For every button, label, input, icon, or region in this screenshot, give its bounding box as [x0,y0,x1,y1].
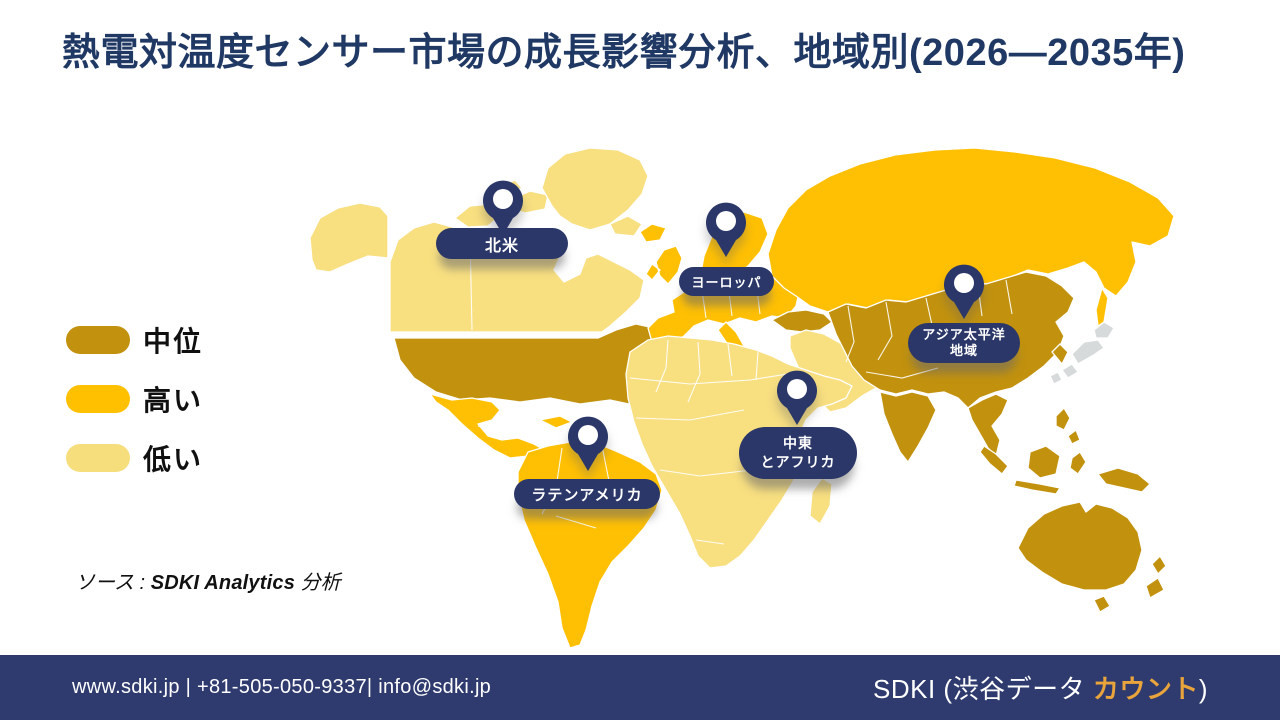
legend-item-low: 低い [66,438,203,478]
brand-accent-text: カウント [1092,674,1199,704]
footer-contact: www.sdki.jp | +81-505-050-9337| info@sdk… [72,676,492,698]
region-korea [1051,343,1069,365]
region-greenland [541,147,649,231]
legend-swatch-low [66,444,130,472]
region-alaska [309,202,389,273]
location-pin-icon [706,202,746,257]
page-title-main: 熱電対温度センサー市場の成長影響分析、地域別 [62,32,910,74]
location-pin-icon [568,416,608,471]
location-pin-icon [777,370,817,425]
location-pin-icon [944,264,984,319]
legend-label-high: 高い [143,385,204,416]
map-legend: 中位 高い 低い [66,320,203,497]
legend-swatch-high [66,385,130,413]
page-title-range: (2026—2035年) [909,32,1186,74]
legend-label-medium: 中位 [143,326,204,357]
pin-label-asia-pacific: アジア太平洋 地域 [908,323,1020,363]
footer-brand-logo: SDKI (渋谷データ カウント) [873,674,1208,704]
legend-swatch-medium [66,326,130,354]
pin-label-middle-east-africa: 中東 とアフリカ [739,427,857,479]
page-title: 熱電対温度センサー市場の成長影響分析、地域別(2026—2035年) [62,28,1212,78]
region-uk-ireland [645,245,683,285]
region-australia [1017,501,1143,591]
footer-bar: www.sdki.jp | +81-505-050-9337| info@sdk… [0,655,1280,720]
region-south-america [517,441,663,649]
region-madagascar [809,477,833,525]
source-attribution: ソース : SDKI Analytics 分析 [75,572,341,594]
pin-label-latin-america: ラテンアメリカ [514,479,660,509]
region-iceland [639,223,667,243]
region-tasmania-new-zealand [1093,555,1167,613]
pin-label-europe: ヨーロッパ [679,267,774,296]
region-indonesia-philippines [979,407,1151,495]
region-india [879,391,937,463]
source-name: SDKI Analytics [150,572,296,594]
legend-item-medium: 中位 [66,320,203,360]
legend-label-low: 低い [143,444,204,475]
region-se-asia [967,393,1009,457]
legend-item-high: 高い [66,379,203,419]
region-japan [1049,321,1115,385]
location-pin-icon [483,180,523,235]
region-sakhalin [1095,287,1109,327]
pin-label-north-america: 北米 [436,228,568,259]
